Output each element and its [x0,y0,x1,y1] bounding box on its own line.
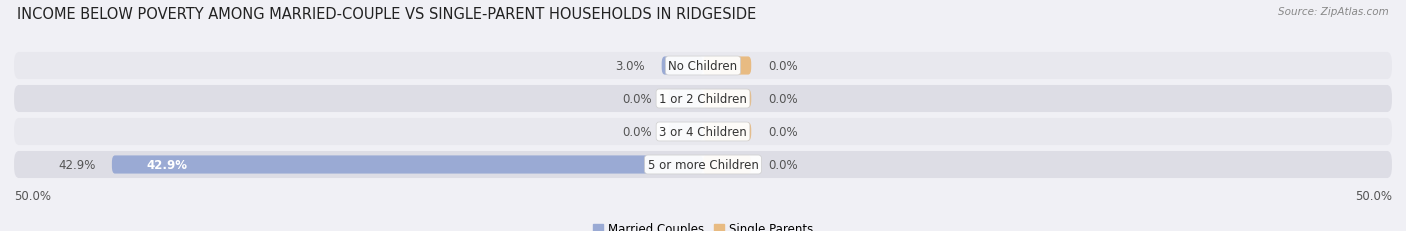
Text: 0.0%: 0.0% [768,60,797,73]
Text: No Children: No Children [668,60,738,73]
FancyBboxPatch shape [112,156,703,174]
Text: 42.9%: 42.9% [58,158,96,171]
Text: 3 or 4 Children: 3 or 4 Children [659,125,747,138]
Text: 1 or 2 Children: 1 or 2 Children [659,93,747,106]
FancyBboxPatch shape [662,57,703,75]
FancyBboxPatch shape [14,86,1392,112]
Text: Source: ZipAtlas.com: Source: ZipAtlas.com [1278,7,1389,17]
FancyBboxPatch shape [14,53,1392,80]
FancyBboxPatch shape [669,90,703,108]
Text: 0.0%: 0.0% [623,125,652,138]
Legend: Married Couples, Single Parents: Married Couples, Single Parents [588,217,818,231]
Text: 50.0%: 50.0% [14,189,51,202]
Text: 0.0%: 0.0% [623,93,652,106]
Text: 0.0%: 0.0% [768,125,797,138]
FancyBboxPatch shape [14,151,1392,178]
FancyBboxPatch shape [703,123,751,141]
Text: 42.9%: 42.9% [146,158,187,171]
Text: INCOME BELOW POVERTY AMONG MARRIED-COUPLE VS SINGLE-PARENT HOUSEHOLDS IN RIDGESI: INCOME BELOW POVERTY AMONG MARRIED-COUPL… [17,7,756,22]
Text: 0.0%: 0.0% [768,93,797,106]
FancyBboxPatch shape [703,57,751,75]
Text: 3.0%: 3.0% [616,60,645,73]
FancyBboxPatch shape [703,156,751,174]
Text: 0.0%: 0.0% [768,158,797,171]
Text: 50.0%: 50.0% [1355,189,1392,202]
FancyBboxPatch shape [703,90,751,108]
FancyBboxPatch shape [669,123,703,141]
FancyBboxPatch shape [14,119,1392,145]
Text: 5 or more Children: 5 or more Children [648,158,758,171]
